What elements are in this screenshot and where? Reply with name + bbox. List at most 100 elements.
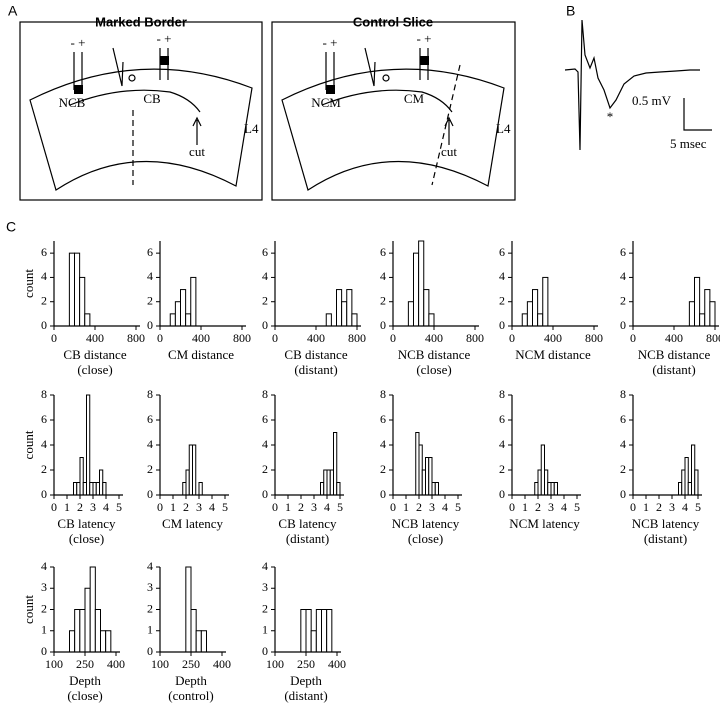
y-tick-label: 2 (147, 462, 153, 476)
bar (74, 252, 81, 327)
y-tick-label: 4 (380, 437, 386, 451)
x-tick-label: 0 (509, 500, 515, 514)
electrode-signs: - + (417, 31, 432, 46)
y-tick-label: 2 (380, 293, 386, 307)
electrode-signs: - + (323, 35, 338, 50)
bar (709, 301, 716, 327)
x-tick-label: 3 (669, 500, 675, 514)
y-tick-label: 0 (499, 487, 505, 501)
y-tick-label: 8 (499, 387, 505, 401)
x-tick-label: 5 (695, 500, 701, 514)
x-tick-label: 2 (77, 500, 83, 514)
y-tick-label: 1 (41, 623, 47, 637)
y-tick-label: 4 (147, 269, 153, 283)
y-tick-label: 6 (41, 245, 47, 259)
bar (434, 482, 439, 496)
bar (336, 482, 341, 496)
x-tick-label: 250 (297, 657, 315, 671)
bar (79, 609, 86, 653)
x-axis-label: NCB latency (392, 516, 460, 531)
bar (321, 609, 328, 653)
x-tick-label: 400 (86, 331, 104, 345)
y-axis-label: count (21, 595, 36, 624)
bar (526, 301, 533, 327)
y-tick-label: 8 (620, 387, 626, 401)
x-tick-label: 1 (64, 500, 70, 514)
x-tick-label: 2 (416, 500, 422, 514)
cut-label: cut (189, 144, 205, 159)
x-axis-label: Depth (69, 673, 101, 688)
x-tick-label: 2 (298, 500, 304, 514)
cut-label: cut (441, 144, 457, 159)
y-tick-label: 2 (499, 462, 505, 476)
scale-bar (683, 98, 712, 131)
x-axis-label: (close) (67, 688, 102, 703)
site-label: NCM (311, 95, 341, 110)
x-axis-label: CB latency (278, 516, 337, 531)
x-axis-label: CB distance (284, 347, 347, 362)
x-tick-label: 400 (107, 657, 125, 671)
arrow (192, 116, 202, 145)
y-tick-label: 2 (41, 462, 47, 476)
x-axis-label: Depth (175, 673, 207, 688)
bar (200, 630, 207, 653)
bar (532, 289, 539, 327)
x-axis-label: (close) (77, 362, 112, 377)
y-tick-label: 0 (499, 318, 505, 332)
y-tick-label: 6 (380, 245, 386, 259)
site-marker (74, 85, 83, 94)
bar (300, 609, 307, 653)
y-tick-label: 4 (41, 559, 47, 573)
bar (190, 276, 197, 327)
x-tick-label: 250 (182, 657, 200, 671)
scale-label: 5 msec (670, 136, 707, 151)
frame (19, 21, 263, 201)
y-tick-label: 4 (499, 269, 505, 283)
y-tick-label: 6 (499, 245, 505, 259)
y-tick-label: 8 (262, 387, 268, 401)
y-tick-label: 8 (41, 387, 47, 401)
bar (79, 276, 86, 327)
bar (699, 313, 706, 327)
bar (326, 609, 333, 653)
bar (185, 566, 192, 653)
x-tick-label: 250 (76, 657, 94, 671)
bar (553, 482, 558, 496)
x-axis-label: CM distance (168, 347, 234, 362)
x-tick-label: 800 (127, 331, 145, 345)
bar (325, 313, 332, 327)
x-tick-label: 4 (442, 500, 448, 514)
x-tick-label: 800 (585, 331, 603, 345)
x-tick-label: 0 (630, 331, 636, 345)
x-tick-label: 5 (455, 500, 461, 514)
bar (315, 609, 323, 653)
y-tick-label: 4 (499, 437, 505, 451)
bar (694, 276, 701, 327)
y-tick-label: 1 (147, 623, 153, 637)
x-tick-label: 100 (266, 657, 284, 671)
x-tick-label: 0 (51, 331, 57, 345)
y-tick-label: 3 (41, 580, 47, 594)
x-tick-label: 800 (233, 331, 251, 345)
y-tick-label: 0 (262, 644, 268, 658)
bar (174, 301, 181, 327)
y-tick-label: 0 (147, 318, 153, 332)
x-axis-label: (distant) (652, 362, 695, 377)
stim-electrode (112, 47, 124, 87)
y-tick-label: 8 (147, 387, 153, 401)
layer-label: L4 (244, 121, 259, 136)
y-tick-label: 2 (41, 293, 47, 307)
y-tick-label: 2 (147, 601, 153, 615)
site-label: NCB (59, 95, 86, 110)
bar (521, 313, 528, 327)
x-tick-label: 3 (429, 500, 435, 514)
y-tick-label: 2 (41, 601, 47, 615)
bar (190, 609, 197, 653)
y-tick-label: 2 (620, 462, 626, 476)
site-label: CM (404, 91, 425, 106)
x-tick-label: 4 (561, 500, 567, 514)
x-tick-label: 2 (656, 500, 662, 514)
y-tick-label: 6 (262, 412, 268, 426)
bar (69, 630, 76, 653)
x-axis-label: (distant) (644, 531, 687, 546)
